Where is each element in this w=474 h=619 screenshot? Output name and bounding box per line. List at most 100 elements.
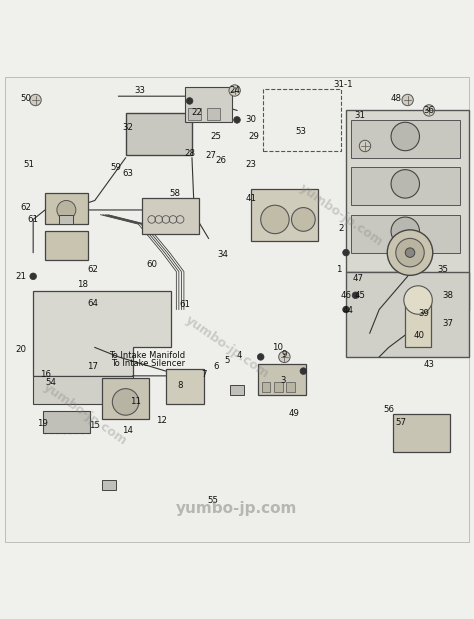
Text: 23: 23 bbox=[246, 160, 257, 170]
Text: 54: 54 bbox=[46, 378, 57, 387]
Text: 64: 64 bbox=[87, 300, 98, 308]
Text: 37: 37 bbox=[442, 319, 454, 328]
Bar bbox=[188, 108, 201, 120]
Circle shape bbox=[352, 292, 359, 298]
Circle shape bbox=[257, 353, 264, 360]
Text: 35: 35 bbox=[438, 265, 449, 274]
Text: 4: 4 bbox=[237, 352, 242, 360]
Circle shape bbox=[391, 123, 419, 150]
Circle shape bbox=[229, 85, 240, 96]
Text: 3: 3 bbox=[281, 376, 286, 385]
Circle shape bbox=[279, 351, 290, 363]
Text: 22: 22 bbox=[191, 108, 202, 117]
Text: yumbo-jp.com: yumbo-jp.com bbox=[183, 314, 272, 381]
Text: 27: 27 bbox=[205, 151, 217, 160]
Text: 14: 14 bbox=[122, 426, 134, 435]
Text: 2: 2 bbox=[338, 225, 344, 233]
Text: 53: 53 bbox=[295, 128, 307, 136]
Text: 45: 45 bbox=[355, 291, 366, 300]
Text: 59: 59 bbox=[111, 163, 121, 172]
Bar bbox=[230, 386, 244, 395]
Polygon shape bbox=[346, 272, 469, 357]
Text: 31-1: 31-1 bbox=[334, 80, 354, 89]
Bar bbox=[166, 369, 204, 404]
Circle shape bbox=[186, 98, 193, 104]
Text: 51: 51 bbox=[23, 160, 34, 170]
Bar bbox=[102, 480, 116, 490]
Text: 15: 15 bbox=[89, 421, 100, 430]
Bar bbox=[274, 382, 283, 392]
Text: 26: 26 bbox=[215, 156, 226, 165]
Bar bbox=[45, 232, 88, 260]
Text: yumbo-jp.com: yumbo-jp.com bbox=[297, 181, 386, 248]
Bar bbox=[351, 167, 460, 206]
Text: 57: 57 bbox=[395, 418, 406, 427]
Bar bbox=[263, 89, 341, 150]
Text: 46: 46 bbox=[340, 291, 352, 300]
Text: To Intake Manifold: To Intake Manifold bbox=[109, 352, 185, 360]
Text: 25: 25 bbox=[210, 132, 221, 141]
Bar bbox=[126, 113, 192, 155]
Bar bbox=[286, 382, 295, 392]
Text: 31: 31 bbox=[355, 111, 366, 119]
FancyBboxPatch shape bbox=[5, 77, 469, 542]
Circle shape bbox=[30, 273, 36, 280]
Text: 24: 24 bbox=[229, 86, 240, 95]
Bar bbox=[207, 108, 220, 120]
Bar bbox=[43, 412, 90, 433]
Text: 55: 55 bbox=[208, 496, 219, 505]
Text: 39: 39 bbox=[419, 309, 429, 318]
Text: 44: 44 bbox=[343, 306, 354, 315]
Circle shape bbox=[423, 105, 435, 116]
Bar bbox=[45, 193, 88, 224]
Text: 60: 60 bbox=[146, 260, 157, 269]
Text: 17: 17 bbox=[87, 362, 98, 371]
Text: 58: 58 bbox=[170, 189, 181, 198]
Text: 5: 5 bbox=[225, 356, 230, 365]
Text: 49: 49 bbox=[289, 409, 299, 418]
Bar bbox=[59, 215, 73, 224]
Circle shape bbox=[404, 286, 432, 314]
Text: 41: 41 bbox=[246, 194, 257, 202]
Text: 18: 18 bbox=[77, 280, 89, 289]
Circle shape bbox=[387, 230, 433, 275]
Text: 19: 19 bbox=[37, 419, 48, 428]
Polygon shape bbox=[33, 290, 171, 376]
Circle shape bbox=[30, 94, 41, 106]
Circle shape bbox=[281, 353, 288, 360]
Text: 30: 30 bbox=[246, 115, 257, 124]
Text: 32: 32 bbox=[122, 123, 134, 131]
Text: 36: 36 bbox=[423, 106, 435, 115]
Text: 62: 62 bbox=[87, 265, 98, 274]
Bar bbox=[142, 198, 199, 233]
Text: 6: 6 bbox=[213, 362, 219, 371]
Text: 20: 20 bbox=[16, 345, 27, 354]
Circle shape bbox=[402, 94, 413, 106]
Circle shape bbox=[292, 207, 315, 232]
Text: 28: 28 bbox=[184, 149, 195, 158]
Text: 9: 9 bbox=[282, 350, 287, 359]
Bar bbox=[251, 189, 318, 241]
Text: 7: 7 bbox=[201, 370, 207, 379]
Circle shape bbox=[343, 249, 349, 256]
Text: 8: 8 bbox=[177, 381, 183, 390]
Circle shape bbox=[57, 201, 76, 220]
Bar bbox=[393, 413, 450, 452]
Circle shape bbox=[391, 170, 419, 198]
Text: 63: 63 bbox=[122, 169, 134, 178]
Text: 38: 38 bbox=[442, 291, 454, 300]
Bar bbox=[185, 87, 232, 123]
Polygon shape bbox=[33, 376, 133, 404]
Bar bbox=[102, 378, 149, 418]
Text: yumbo-jp.com: yumbo-jp.com bbox=[41, 380, 130, 448]
Bar bbox=[351, 215, 460, 253]
Bar bbox=[405, 300, 431, 347]
Text: 61: 61 bbox=[179, 300, 191, 310]
Circle shape bbox=[112, 389, 139, 415]
Text: 62: 62 bbox=[20, 203, 32, 212]
Circle shape bbox=[396, 238, 424, 267]
Text: 56: 56 bbox=[383, 405, 394, 413]
Text: 21: 21 bbox=[16, 272, 27, 281]
Text: 48: 48 bbox=[390, 94, 401, 103]
Text: 1: 1 bbox=[336, 265, 342, 274]
